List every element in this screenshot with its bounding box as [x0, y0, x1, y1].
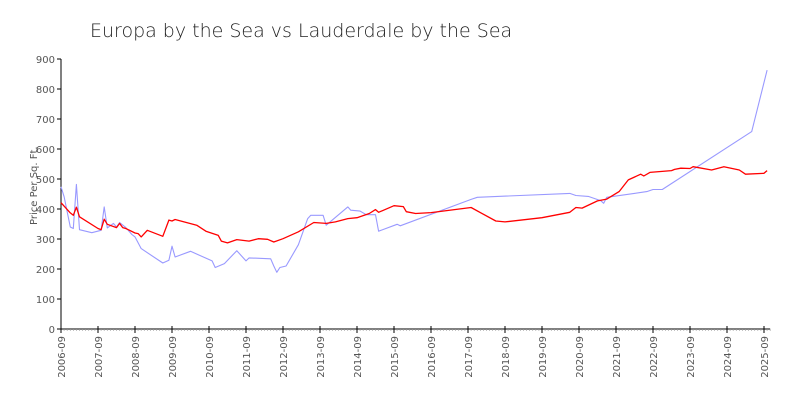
- x-tick-label: 2012-09: [279, 336, 290, 378]
- x-tick-label: 2023-09: [686, 336, 697, 378]
- x-tick-label: 2014-09: [353, 336, 364, 378]
- y-tick-label: 100: [36, 295, 55, 306]
- y-tick-label: 900: [36, 55, 55, 66]
- x-tick-label: 2006-09: [57, 336, 68, 378]
- x-tick-label: 2016-09: [427, 336, 438, 378]
- y-tick-label: 0: [49, 325, 55, 336]
- y-axis-label: Price Per Sq. Ft.: [29, 146, 40, 225]
- y-tick-label: 800: [36, 85, 55, 96]
- x-tick-label: 2021-09: [612, 336, 623, 378]
- x-tick-label: 2022-09: [649, 336, 660, 378]
- x-tick-label: 2008-09: [131, 336, 142, 378]
- y-tick-label: 300: [36, 235, 55, 246]
- x-tick-label: 2017-09: [464, 336, 475, 378]
- x-tick-label: 2025-09: [760, 336, 771, 378]
- series-line-2: [60, 166, 768, 244]
- x-tick-label: 2009-09: [168, 336, 179, 378]
- series-line-1: [60, 69, 768, 273]
- x-tick-label: 2007-09: [94, 336, 105, 378]
- axes: 0 100 200 300 400 500 600 700 800 900 2006-09 2007-…: [36, 55, 771, 378]
- x-tick-label: 2015-09: [390, 336, 401, 378]
- x-tick-label: 2013-09: [316, 336, 327, 378]
- x-tick-label: 2020-09: [575, 336, 586, 378]
- x-tick-label: 2011-09: [242, 336, 253, 378]
- y-tick-label: 600: [36, 145, 55, 156]
- y-tick-label: 400: [36, 205, 55, 216]
- x-tick-label: 2010-09: [205, 336, 216, 378]
- chart-title: Europa by the Sea vs Lauderdale by the S…: [90, 20, 512, 42]
- y-tick-label: 500: [36, 175, 55, 186]
- x-tick-label: 2024-09: [723, 336, 734, 378]
- y-tick-label: 200: [36, 265, 55, 276]
- series-lines: [60, 69, 768, 273]
- x-tick-label: 2018-09: [501, 336, 512, 378]
- y-tick-label: 700: [36, 115, 55, 126]
- x-tick-label: 2019-09: [538, 336, 549, 378]
